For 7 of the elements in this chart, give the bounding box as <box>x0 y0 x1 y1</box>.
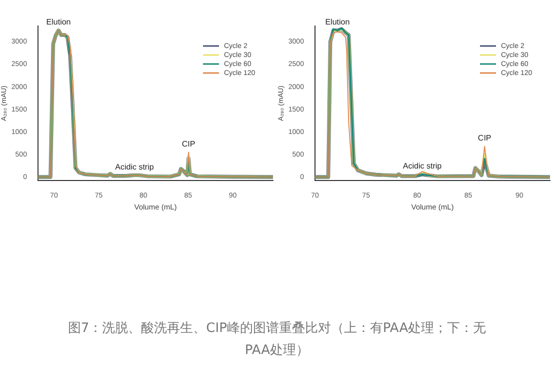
caption: 图7：洗脱、酸洗再生、CIP峰的图谱重叠比对（上：有PAA处理；下：无PAA处理） <box>66 320 488 360</box>
annotation: Elution <box>325 18 350 27</box>
annotation: Acidic strip <box>402 161 442 170</box>
annotation: Elution <box>46 18 71 27</box>
annotation: CIP <box>182 139 196 148</box>
annotation: Acidic strip <box>115 162 154 172</box>
annotation: CIP <box>478 134 492 143</box>
